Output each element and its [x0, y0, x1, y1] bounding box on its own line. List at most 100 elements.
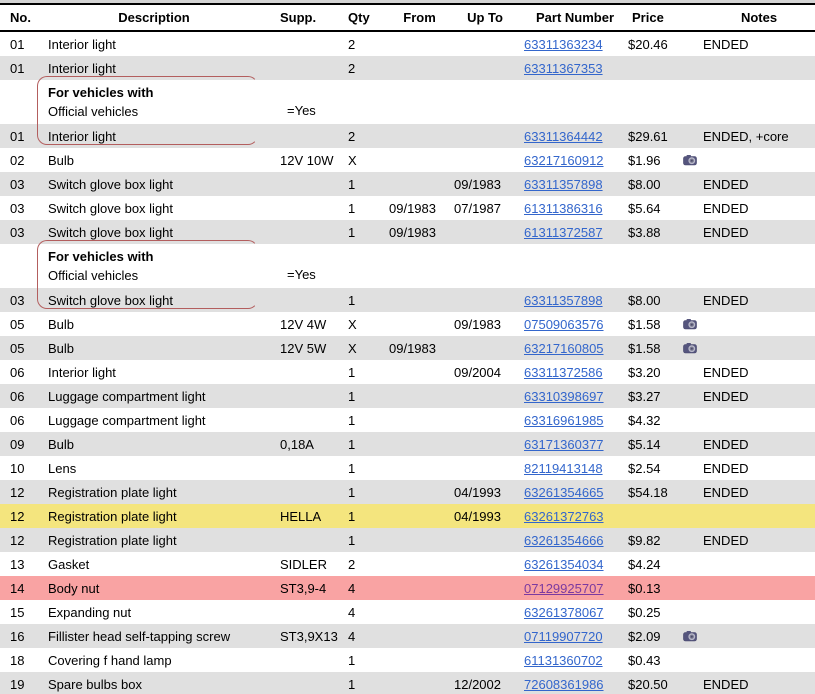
cell-no: 19: [10, 676, 25, 692]
cell-price: $2.09: [626, 624, 701, 648]
cell-supplier: 12V 5W: [280, 340, 327, 356]
part-number-link[interactable]: 63261354034: [524, 556, 604, 572]
part-number-link[interactable]: 63311364442: [524, 128, 603, 144]
cell-upto-date: 09/2004: [454, 364, 501, 380]
cell-part-number: 63311357898: [516, 293, 626, 308]
cell-price: $20.46: [626, 32, 701, 56]
cell-description: Registration plate light: [48, 484, 177, 500]
cell-notes: ENDED: [703, 176, 749, 192]
part-number-link[interactable]: 63311367353: [524, 60, 603, 76]
cell-supplier: 0,18A: [280, 436, 314, 452]
cell-price: [626, 56, 701, 80]
cell-quantity: 2: [348, 36, 356, 52]
cell-no: 12: [10, 484, 25, 500]
cell-quantity: 1: [348, 676, 356, 692]
cell-no: 01: [10, 60, 25, 76]
cell-no: 02: [10, 152, 25, 168]
cell-no: 10: [10, 460, 25, 476]
part-number-link[interactable]: 72608361986: [524, 676, 604, 692]
cell-description: Switch glove box light: [48, 292, 174, 308]
part-number-link[interactable]: 63261378067: [524, 604, 604, 620]
cell-notes: ENDED, +core: [703, 128, 789, 144]
cell-notes: ENDED: [703, 676, 749, 692]
part-number-link[interactable]: 63171360377: [524, 436, 604, 452]
cell-no: 18: [10, 652, 25, 668]
cell-description: Covering f hand lamp: [48, 652, 172, 668]
column-header-supp: Supp.: [280, 10, 317, 25]
cell-no: 12: [10, 508, 25, 524]
table-row: 06 Luggage compartment light 1 63316961985 $…: [0, 408, 815, 432]
cell-no: 05: [10, 316, 25, 332]
part-number-link[interactable]: 61311386316: [524, 200, 603, 216]
cell-quantity: 2: [348, 60, 356, 76]
table-row: 16 Fillister head self-tapping screw ST3,9…: [0, 624, 815, 648]
cell-description: Lens: [48, 460, 77, 476]
part-number-link[interactable]: 63311357898: [524, 292, 603, 308]
table-row: 09 Bulb 0,18A 1 63171360377 $5.14 ENDED: [0, 432, 815, 456]
group-condition-text: For vehicles with Official vehicles: [46, 244, 278, 288]
column-header-from: From: [403, 10, 436, 25]
cell-description: Gasket: [48, 556, 90, 572]
table-row: 01 Interior light 2 63311363234 $20.46 ENDED: [0, 32, 815, 56]
cell-description: Bulb: [48, 340, 75, 356]
part-number-link[interactable]: 63311357898: [524, 176, 603, 192]
column-header-no: No.: [10, 10, 31, 25]
cell-description: Luggage compartment light: [48, 412, 206, 428]
table-row: 14 Body nut ST3,9-4 4 07129925707 $0.13: [0, 576, 815, 600]
cell-part-number: 07129925707: [516, 581, 626, 596]
column-header-desc: Description: [118, 10, 190, 25]
cell-notes: ENDED: [703, 200, 749, 216]
table-row: 03 Switch glove box light 1 63311357898 $8.0…: [0, 288, 815, 312]
table-row: 02 Bulb 12V 10W X 63217160912 $1.96: [0, 148, 815, 172]
table-row: 01 Interior light 2 63311364442 $29.61 ENDED,…: [0, 124, 815, 148]
cell-price: $4.24: [626, 552, 701, 576]
part-number-link[interactable]: 82119413148: [524, 460, 603, 476]
part-number-link[interactable]: 63217160805: [524, 340, 604, 356]
table-row: 06 Luggage compartment light 1 63310398697 $…: [0, 384, 815, 408]
part-number-link[interactable]: 07129925707: [524, 580, 604, 596]
group-condition-row: For vehicles with Official vehicles =Yes: [0, 80, 815, 124]
cell-quantity: 1: [348, 412, 356, 428]
part-number-link[interactable]: 07509063576: [524, 316, 604, 332]
cell-no: 03: [10, 224, 25, 240]
table-row: 03 Switch glove box light 1 09/1983 61311372…: [0, 220, 815, 244]
cell-notes: ENDED: [703, 532, 749, 548]
cell-no: 13: [10, 556, 25, 572]
cell-supplier: SIDLER: [280, 556, 327, 572]
cell-notes: ENDED: [703, 436, 749, 452]
cell-quantity: 2: [348, 128, 356, 144]
cell-part-number: 63171360377: [516, 437, 626, 452]
part-number-link[interactable]: 63261354666: [524, 532, 604, 548]
part-number-link[interactable]: 63311372586: [524, 364, 603, 380]
table-row: 15 Expanding nut 4 63261378067 $0.25: [0, 600, 815, 624]
part-number-link[interactable]: 63261354665: [524, 484, 604, 500]
cell-quantity: 4: [348, 604, 356, 620]
part-number-link[interactable]: 63311363234: [524, 36, 603, 52]
cell-description: Spare bulbs box: [48, 676, 142, 692]
part-number-link[interactable]: 07119907720: [524, 628, 603, 644]
cell-description: Bulb: [48, 152, 75, 168]
part-number-link[interactable]: 63310398697: [524, 388, 604, 404]
price-value: $29.61: [628, 128, 668, 144]
part-number-link[interactable]: 63261372763: [524, 508, 604, 524]
part-number-link[interactable]: 61131360702: [524, 652, 603, 668]
cell-supplier: ST3,9X13: [280, 628, 338, 644]
cell-part-number: 63311372586: [516, 365, 626, 380]
cell-description: Bulb: [48, 436, 75, 452]
cell-price: $5.14: [626, 432, 701, 456]
cell-quantity: 2: [348, 556, 356, 572]
part-number-link[interactable]: 63316961985: [524, 412, 604, 428]
cell-part-number: 61311386316: [516, 201, 626, 216]
top-divider: [0, 0, 815, 3]
cell-quantity: 1: [348, 484, 356, 500]
table-row: 03 Switch glove box light 1 09/1983 07/1987 6…: [0, 196, 815, 220]
cell-no: 06: [10, 364, 25, 380]
column-header-price: Price: [632, 10, 664, 25]
part-number-link[interactable]: 63217160912: [524, 152, 604, 168]
price-value: $3.27: [628, 388, 661, 404]
cell-quantity: 1: [348, 436, 356, 452]
price-value: $4.24: [628, 556, 661, 572]
part-number-link[interactable]: 61311372587: [524, 224, 603, 240]
cell-quantity: 1: [348, 652, 356, 668]
cell-price: $0.25: [626, 600, 701, 624]
